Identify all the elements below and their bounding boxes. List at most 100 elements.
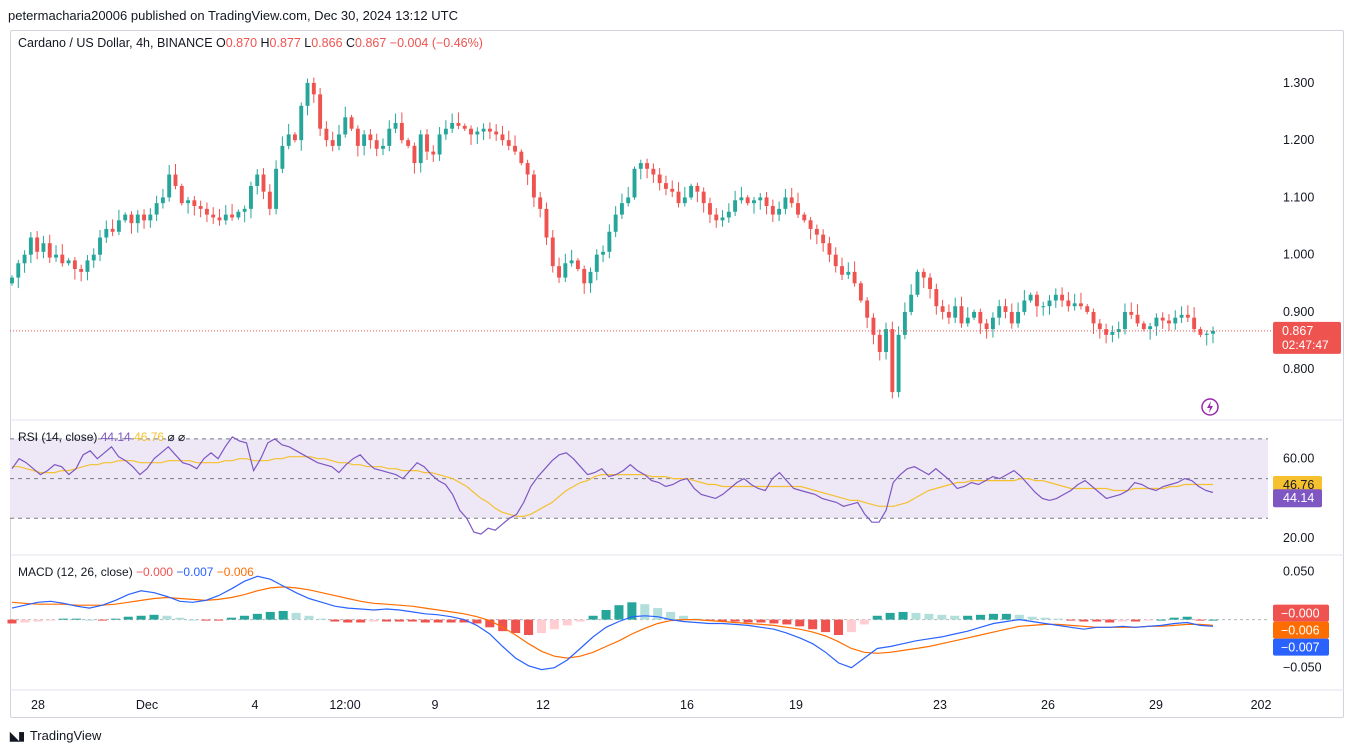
price-axis-tick: 1.300	[1283, 76, 1314, 90]
macd-histogram-bar	[1156, 619, 1166, 621]
rsi-badge-bg	[1273, 489, 1322, 508]
candle	[513, 135, 517, 155]
candle	[110, 219, 115, 237]
candle-body	[223, 214, 228, 221]
macd-histogram-bar	[1118, 619, 1128, 622]
candle	[569, 249, 574, 267]
macd-histogram-bar	[821, 619, 831, 633]
candle	[670, 180, 675, 198]
candle-body	[72, 260, 77, 269]
candle	[469, 125, 473, 145]
candle	[330, 131, 335, 152]
candle	[173, 163, 178, 190]
macd-histogram-bar	[808, 619, 818, 630]
candle	[54, 245, 58, 262]
candle	[387, 120, 392, 152]
candle-body	[167, 174, 172, 198]
candle-body	[66, 260, 71, 264]
time-axis-tick: 28	[31, 698, 45, 712]
candle	[355, 125, 360, 157]
macd-histogram-bar	[188, 619, 198, 621]
macd-histogram-bar	[433, 619, 443, 623]
candle-body	[1211, 330, 1215, 334]
macd-histogram-bar	[769, 619, 779, 624]
candle-body	[770, 206, 775, 215]
candle-body	[242, 208, 247, 212]
time-axis-tick: 16	[680, 698, 694, 712]
price-axis-tick: 0.800	[1283, 362, 1314, 376]
candle-body	[154, 203, 159, 215]
candle-body	[41, 243, 46, 252]
candle	[437, 126, 442, 161]
macd-histogram-bar	[214, 619, 224, 621]
candle-body	[940, 306, 945, 312]
tradingview-branding[interactable]: ◣▮ TradingView	[10, 728, 101, 743]
candle	[1211, 326, 1215, 344]
time-axis-tick: 4	[252, 698, 259, 712]
macd-line-badge: −0.007	[1273, 638, 1329, 656]
candle-body	[682, 197, 687, 204]
candle	[500, 125, 505, 146]
macd-histogram-bar	[7, 619, 17, 624]
macd-histogram-bar	[46, 619, 56, 621]
candle-body	[54, 254, 58, 258]
candle	[607, 224, 612, 259]
rsi-axis-tick: 20.00	[1283, 531, 1314, 545]
candle	[179, 183, 184, 206]
candle-body	[204, 208, 209, 215]
macd-histogram-bar	[1079, 619, 1089, 622]
time-axis-tick: 9	[432, 698, 439, 712]
candle	[708, 197, 712, 224]
rsi-ma-line	[12, 456, 1213, 517]
rsi-title: RSI (14, close) 44.14 46.76 ⌀ ⌀	[18, 430, 185, 444]
candle	[657, 168, 662, 191]
candle-body	[198, 206, 203, 209]
candle	[1154, 313, 1159, 336]
candle	[1097, 319, 1102, 339]
candle-body	[236, 211, 241, 218]
candle	[575, 258, 580, 272]
candle	[531, 170, 536, 207]
macd-histogram-bar	[149, 614, 159, 620]
candle	[638, 159, 643, 180]
candle-body	[808, 220, 813, 229]
candle	[506, 130, 511, 151]
macd-histogram-bar	[511, 619, 521, 634]
candle-body	[921, 271, 926, 278]
macd-histogram-bar	[756, 619, 766, 623]
rsi-title-name: RSI (14, close)	[18, 430, 101, 444]
candle	[525, 159, 530, 186]
candle-body	[362, 134, 367, 146]
candle-body	[1016, 311, 1021, 324]
candle-body	[601, 251, 606, 255]
candle	[1116, 321, 1121, 339]
candle-body	[840, 266, 844, 275]
candle	[443, 120, 448, 140]
candle-body	[928, 277, 932, 290]
candle	[890, 321, 895, 399]
candle	[714, 208, 719, 228]
macd-histogram-bar	[356, 619, 366, 623]
candle	[1179, 306, 1184, 324]
candle	[689, 183, 694, 200]
macd-histogram-bar	[278, 610, 288, 620]
candle-body	[997, 306, 1002, 318]
candle-body	[915, 271, 920, 295]
candle-body	[1116, 329, 1121, 332]
candle	[261, 168, 266, 200]
price-axis-tick: 1.000	[1283, 248, 1314, 262]
macd-histogram-bar	[1169, 617, 1179, 620]
macd-histogram-bar	[640, 604, 650, 620]
candle	[1009, 303, 1014, 329]
candle	[167, 165, 172, 202]
candle	[651, 163, 656, 183]
candle-body	[374, 140, 379, 149]
candle	[104, 220, 109, 243]
candle-body	[381, 145, 385, 149]
macd-histogram-bar	[1092, 619, 1102, 622]
candle	[311, 77, 316, 103]
candle	[858, 281, 863, 303]
candle	[1085, 303, 1090, 315]
candle	[896, 326, 901, 398]
